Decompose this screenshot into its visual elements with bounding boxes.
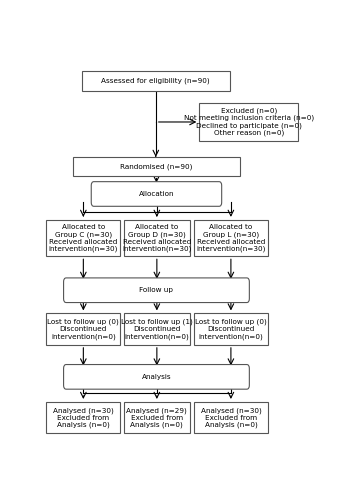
Text: Assessed for eligibility (n=90): Assessed for eligibility (n=90) [102,78,210,84]
Text: Lost to follow up (0)
Discontinued
intervention(n=0): Lost to follow up (0) Discontinued inter… [48,318,119,340]
Text: Allocated to
Group L (n=30)
Received allocated
intervention(n=30): Allocated to Group L (n=30) Received all… [196,224,266,252]
Text: Allocated to
Group C (n=30)
Received allocated
intervention(n=30): Allocated to Group C (n=30) Received all… [49,224,118,252]
FancyBboxPatch shape [124,314,190,345]
FancyBboxPatch shape [194,220,268,256]
FancyBboxPatch shape [47,220,120,256]
FancyBboxPatch shape [64,364,249,389]
FancyBboxPatch shape [73,157,240,176]
FancyBboxPatch shape [124,402,190,434]
Text: Analysed (n=30)
Excluded from
Analysis (n=0): Analysed (n=30) Excluded from Analysis (… [201,407,261,428]
Text: Analysed (n=29)
Excluded from
Analysis (n=0): Analysed (n=29) Excluded from Analysis (… [126,407,187,428]
Text: Lost to follow up (0)
Discontinued
intervention(n=0): Lost to follow up (0) Discontinued inter… [195,318,267,340]
Text: Allocated to
Group D (n=30)
Received allocated
intervention(n=30): Allocated to Group D (n=30) Received all… [122,224,191,252]
Text: Lost to follow up (1)
Discontinued
intervention(n=0): Lost to follow up (1) Discontinued inter… [121,318,193,340]
FancyBboxPatch shape [124,220,190,256]
FancyBboxPatch shape [194,314,268,345]
FancyBboxPatch shape [194,402,268,434]
Text: Analysis: Analysis [142,374,171,380]
FancyBboxPatch shape [47,314,120,345]
FancyBboxPatch shape [91,182,222,206]
Text: Analysed (n=30)
Excluded from
Analysis (n=0): Analysed (n=30) Excluded from Analysis (… [53,407,114,428]
FancyBboxPatch shape [47,402,120,434]
Text: Follow up: Follow up [139,287,173,293]
FancyBboxPatch shape [199,103,298,141]
Text: Excluded (n=0)
Not meeting inclusion criteria (n=0)
Declined to participate (n=0: Excluded (n=0) Not meeting inclusion cri… [184,108,314,136]
Text: Randomised (n=90): Randomised (n=90) [120,163,193,170]
Text: Allocation: Allocation [139,191,174,197]
FancyBboxPatch shape [64,278,249,302]
FancyBboxPatch shape [82,71,230,91]
